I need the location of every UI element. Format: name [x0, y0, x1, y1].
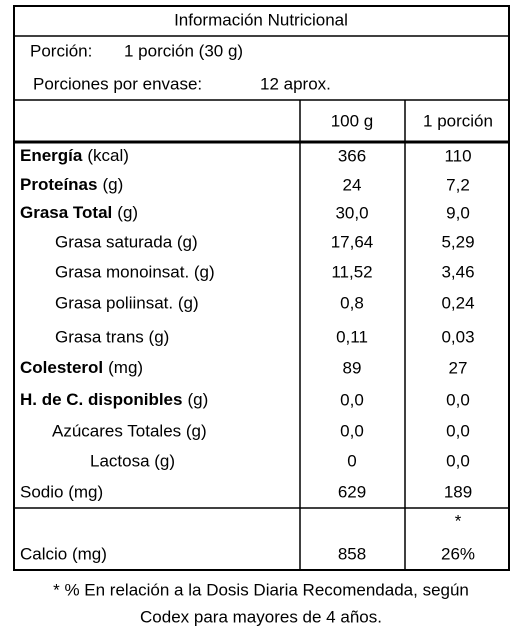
cell: 9,0 [446, 203, 470, 222]
footnote: Codex para mayores de 4 años. [140, 607, 382, 626]
row-label: Sodio (mg) [20, 482, 103, 501]
cell: 24 [343, 175, 362, 194]
cell: 0,0 [340, 421, 364, 440]
row-label: Azúcares Totales (g) [52, 421, 207, 440]
cell: 0,8 [340, 293, 364, 312]
cell: 0 [347, 451, 356, 470]
row-label: Grasa Total (g) [20, 203, 138, 222]
title: Información Nutricional [174, 10, 348, 29]
cell: 30,0 [335, 203, 368, 222]
cell: 89 [343, 358, 362, 377]
cell: 5,29 [441, 232, 474, 251]
row-label-unit: (g) [102, 175, 123, 194]
cell: 366 [338, 146, 366, 165]
row-label: H. de C. disponibles (g) [20, 390, 208, 409]
row-label: Grasa trans (g) [55, 327, 169, 346]
cell: 11,52 [331, 262, 372, 281]
cell: 26% [441, 544, 475, 563]
row-label-unit: (g) [117, 203, 138, 222]
column-header: 100 g [331, 111, 374, 130]
row-label: Energía (kcal) [20, 146, 129, 165]
row-label-bold: Colesterol [20, 358, 103, 377]
row-label-unit: (mg) [108, 358, 143, 377]
cell: 858 [338, 544, 366, 563]
row-label-bold: Grasa Total [20, 203, 112, 222]
row-label: Grasa saturada (g) [55, 232, 198, 251]
cell: 629 [338, 482, 366, 501]
cell: 0,11 [336, 327, 368, 346]
cell: 0,24 [441, 293, 474, 312]
cell: 7,2 [446, 175, 470, 194]
servings-value: 12 aprox. [260, 74, 331, 93]
column-header: 1 porción [423, 111, 493, 130]
servings-label: Porciones por envase: [33, 74, 202, 93]
cell: 0,0 [446, 421, 470, 440]
portion-label: Porción: [30, 41, 92, 60]
row-label-bold: Energía [20, 146, 83, 165]
row-label: Proteínas (g) [20, 175, 123, 194]
cell: 27 [449, 358, 468, 377]
cell: 0,03 [441, 327, 474, 346]
portion-value: 1 porción (30 g) [124, 41, 243, 60]
row-label: Colesterol (mg) [20, 358, 143, 377]
cell: 0,0 [446, 451, 470, 470]
cell: 189 [444, 482, 472, 501]
row-label-bold: H. de C. disponibles [20, 390, 182, 409]
table-border [13, 5, 510, 571]
row-label-bold: Proteínas [20, 175, 97, 194]
footnote-marker: * [455, 511, 462, 530]
row-label-unit: (kcal) [87, 146, 129, 165]
row-label: Grasa monoinsat. (g) [55, 262, 215, 281]
row-label-unit: (g) [187, 390, 208, 409]
footnote: * % En relación a la Dosis Diaria Recome… [53, 580, 469, 599]
cell: 17,64 [331, 232, 374, 251]
row-label: Calcio (mg) [20, 544, 107, 563]
cell: 3,46 [441, 262, 474, 281]
cell: 0,0 [340, 390, 364, 409]
row-label: Grasa poliinsat. (g) [55, 293, 199, 312]
cell: 0,0 [446, 390, 470, 409]
cell: 110 [444, 146, 471, 165]
row-label: Lactosa (g) [90, 451, 175, 470]
